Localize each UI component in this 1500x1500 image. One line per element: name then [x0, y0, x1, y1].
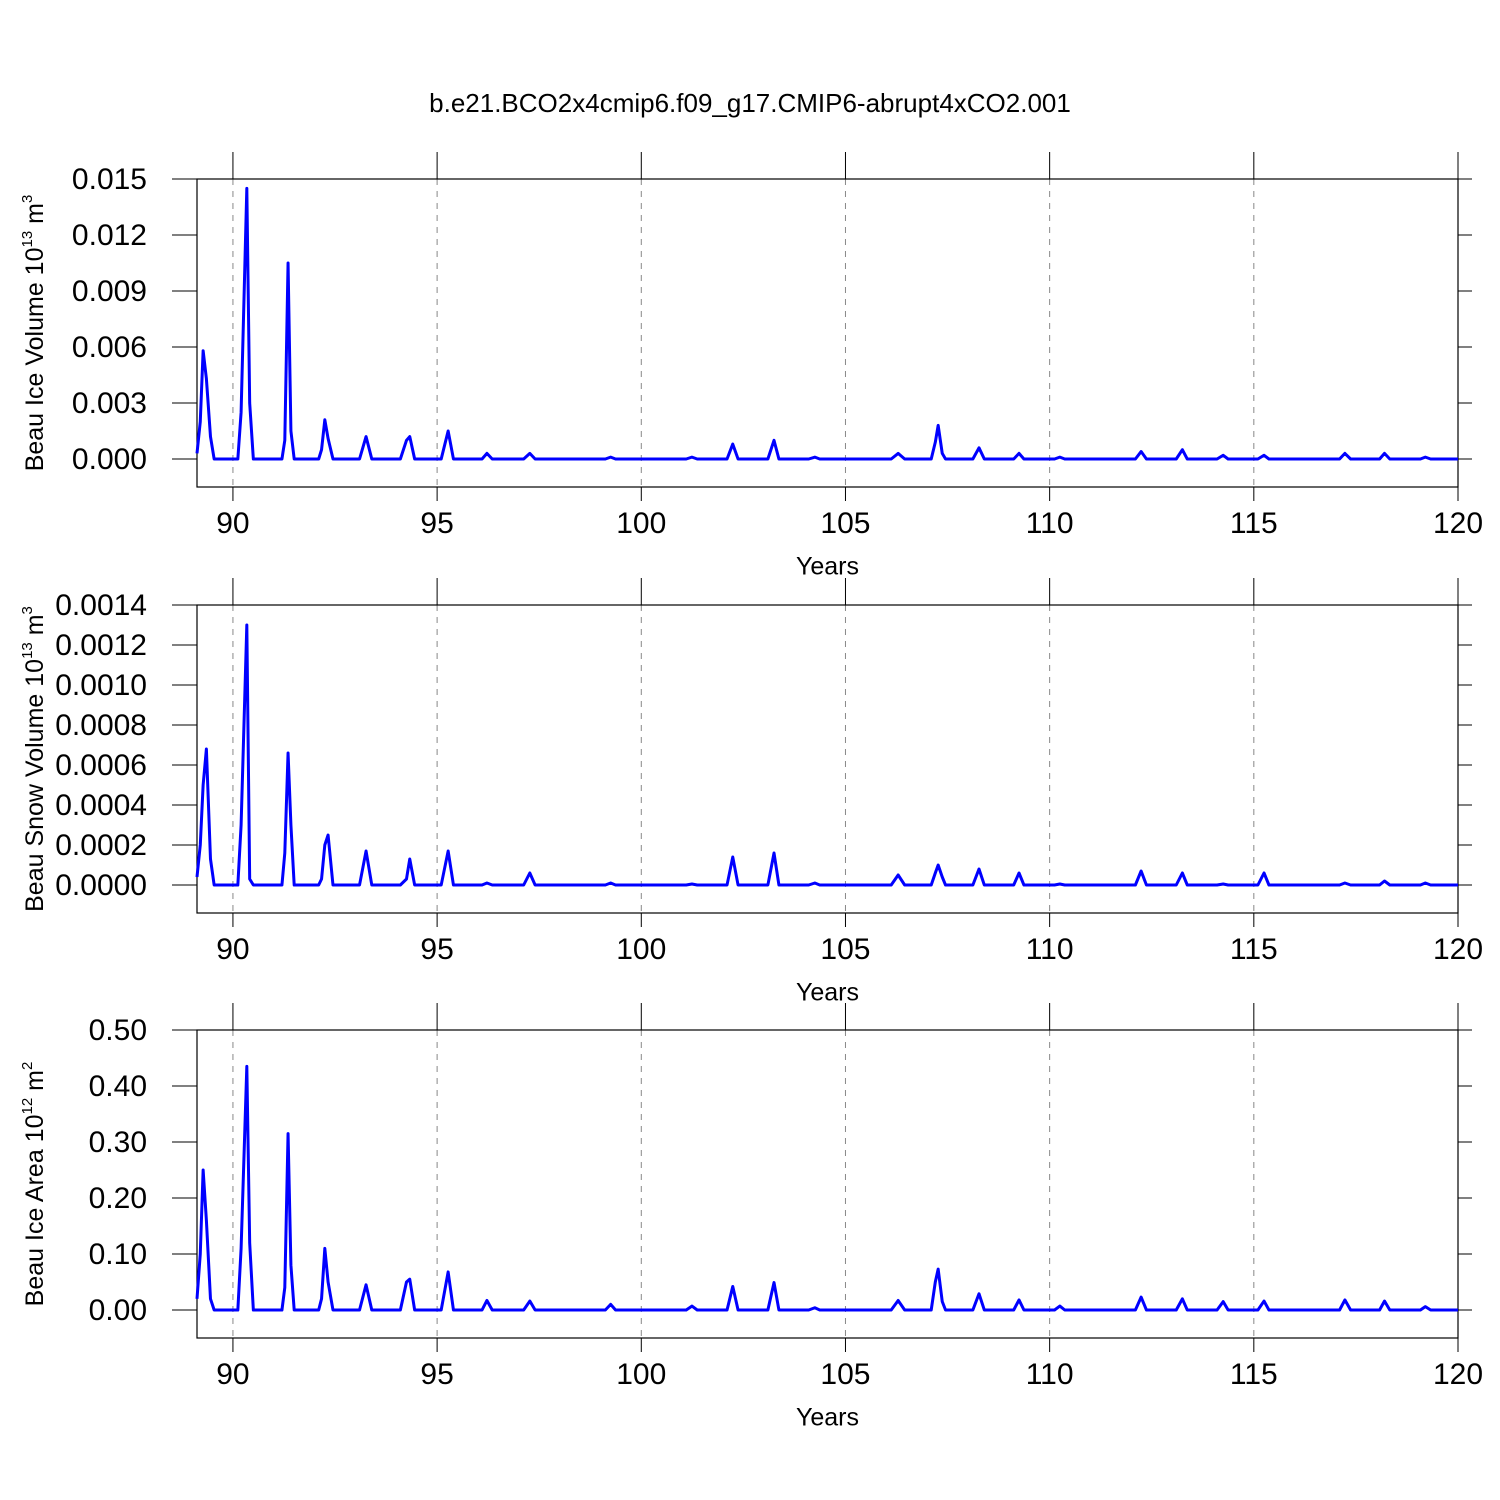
y-tick-label: 0.0008 [55, 709, 147, 742]
x-tick-label: 110 [1026, 507, 1074, 540]
x-tick-label: 95 [420, 933, 453, 966]
data-line [195, 1064, 1458, 1312]
x-tick-label: 115 [1230, 507, 1278, 540]
x-tick-label: 120 [1433, 507, 1483, 540]
y-tick-label: 0.0012 [55, 629, 147, 662]
y-tick-label: 0.003 [72, 387, 147, 420]
x-axis-label: Years [796, 979, 859, 1007]
x-tick-label: 105 [820, 1358, 870, 1391]
plot-frame [196, 1029, 1459, 1339]
y-tick-label: 0.012 [72, 219, 147, 252]
plot-frame [196, 604, 1459, 914]
y-label-unit-exponent: 3 [19, 195, 36, 203]
y-tick-label: 0.00 [89, 1294, 147, 1327]
chart-title: b.e21.BCO2x4cmip6.f09_g17.CMIP6-abrupt4x… [429, 88, 1071, 118]
y-tick-label: 0.006 [72, 331, 147, 364]
y-tick-label: 0.0000 [55, 869, 147, 902]
y-tick-label: 0.20 [89, 1182, 147, 1215]
x-axis-label: Years [796, 553, 859, 581]
x-tick-label: 120 [1433, 1358, 1483, 1391]
y-label-unit: m [21, 1070, 49, 1098]
x-axis-label: Years [796, 1404, 859, 1432]
y-label-text: Beau Snow Volume 10 [21, 659, 49, 912]
x-tick-label: 110 [1026, 933, 1074, 966]
x-tick-label: 95 [420, 1358, 453, 1391]
x-tick-label: 90 [216, 507, 249, 540]
y-tick-label: 0.30 [89, 1126, 147, 1159]
y-tick-label: 0.000 [72, 443, 147, 476]
y-tick-label: 0.015 [72, 163, 147, 196]
x-tick-label: 95 [420, 507, 453, 540]
y-tick-label: 0.10 [89, 1238, 147, 1271]
x-tick-label: 115 [1230, 1358, 1278, 1391]
data-line [195, 623, 1458, 887]
y-label-unit: m [21, 203, 49, 231]
x-tick-label: 100 [616, 507, 666, 540]
x-tick-label: 100 [616, 1358, 666, 1391]
plot-frame [196, 178, 1459, 488]
y-axis-label: Beau Ice Area 1012 m2 [19, 1062, 49, 1307]
y-label-unit: m [21, 614, 49, 642]
y-tick-label: 0.0006 [55, 749, 147, 782]
y-tick-label: 0.0002 [55, 829, 147, 862]
y-axis-label: Beau Ice Volume 1013 m3 [19, 195, 49, 472]
y-label-text: Beau Ice Volume 10 [21, 248, 49, 472]
y-label-exponent: 13 [19, 642, 36, 659]
x-tick-label: 110 [1026, 1358, 1074, 1391]
y-tick-label: 0.0004 [55, 789, 147, 822]
y-tick-label: 0.0014 [55, 589, 147, 622]
y-tick-label: 0.009 [72, 275, 147, 308]
x-tick-label: 100 [616, 933, 666, 966]
y-tick-label: 0.40 [89, 1070, 147, 1103]
x-tick-label: 105 [820, 933, 870, 966]
y-label-exponent: 12 [19, 1098, 36, 1115]
x-tick-label: 120 [1433, 933, 1483, 966]
data-line [195, 186, 1458, 461]
y-label-text: Beau Ice Area 10 [21, 1115, 49, 1307]
x-tick-label: 105 [820, 507, 870, 540]
x-tick-label: 115 [1230, 933, 1278, 966]
y-label-exponent: 13 [19, 231, 36, 248]
y-tick-label: 0.0010 [55, 669, 147, 702]
y-label-unit-exponent: 2 [19, 1062, 36, 1070]
x-tick-label: 90 [216, 933, 249, 966]
y-axis-label: Beau Snow Volume 1013 m3 [19, 606, 49, 912]
y-tick-label: 0.50 [89, 1014, 147, 1047]
y-label-unit-exponent: 3 [19, 606, 36, 614]
x-tick-label: 90 [216, 1358, 249, 1391]
